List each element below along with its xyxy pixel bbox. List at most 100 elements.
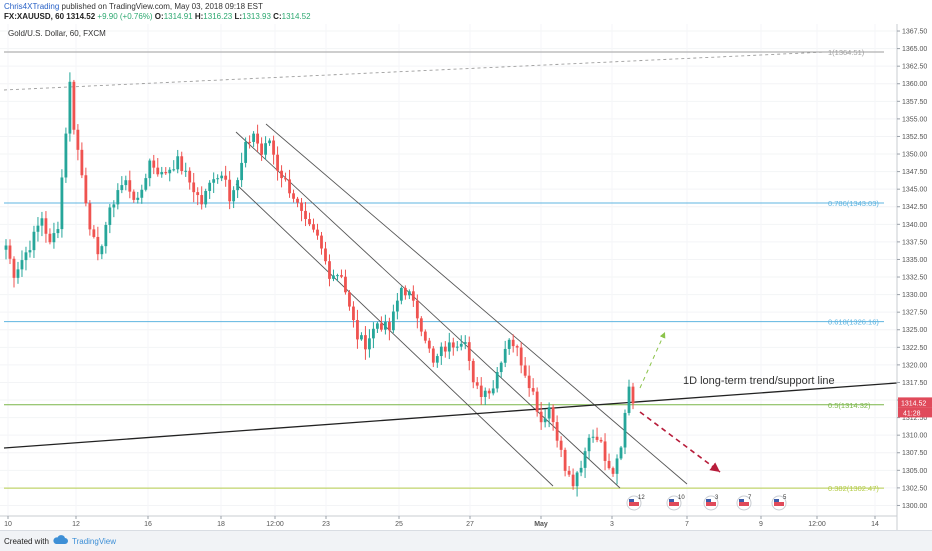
candle-body [411,291,415,301]
price-tick-label: 1360.00 [902,81,927,88]
time-tick-label: 18 [217,521,225,528]
candle-body [555,422,559,441]
candle-body [380,323,383,330]
time-tick-label: 23 [322,521,330,528]
candle-body [519,347,523,366]
candle-body [499,362,503,373]
price-tick-label: 1342.50 [902,204,927,211]
candle-body [527,375,531,389]
candle-body [340,275,343,277]
candle-body [224,175,228,180]
published-text: published on TradingView.com, May 03, 20… [61,2,263,11]
time-axis[interactable]: 10 12 16 18 12:00 23 25 27 May 3 7 9 12:00 14 [4,516,879,528]
event-marker[interactable]: 7 [736,495,752,511]
event-flag-stripe [774,502,784,506]
price-tick-label: 1350.00 [902,152,927,159]
candle-body [531,388,535,392]
channel-lower-line[interactable] [235,183,554,487]
candle-body [419,318,423,332]
countdown-tag: 41:28 [903,410,921,417]
low-value: 1313.93 [242,12,271,21]
candle-body [376,323,379,329]
event-flag-canton [629,499,634,502]
chart-area[interactable]: 1(1364.51) 0.786(1343.03) 0.618(1326.16) 0.… [0,24,932,530]
fib-retracement[interactable]: 1(1364.51) 0.786(1343.03) 0.618(1326.16) 0.… [4,48,884,493]
price-tick-label: 1340.00 [902,222,927,229]
event-marker[interactable]: 10 [666,495,685,511]
price-tick-label: 1317.50 [902,380,927,387]
candle-body [563,449,567,471]
channel-upper-line[interactable] [265,123,688,485]
candle-body [160,172,164,175]
event-flag-stripe [669,502,679,506]
bearish-projection-arrow[interactable] [639,411,721,473]
candle-body [112,204,116,208]
candle-body [32,231,36,251]
candle-body [579,467,583,473]
time-tick-label: 25 [395,521,403,528]
price-tick-label: 1310.00 [902,433,927,440]
event-count: 7 [748,495,752,501]
candle-body [4,245,8,250]
candle-body [140,189,144,198]
candle-body [248,141,252,143]
price-tick-label: 1362.50 [902,64,927,71]
event-marker[interactable]: 12 [626,495,645,511]
event-count: 5 [783,495,787,501]
candle-body [60,177,64,230]
fib-trend-dashed-line[interactable] [3,51,827,91]
tradingview-brand-link[interactable]: TradingView [72,537,117,546]
price-tick-label: 1357.50 [902,99,927,106]
price-chart[interactable]: 1(1364.51) 0.786(1343.03) 0.618(1326.16) 0.… [0,24,932,530]
tradingview-cloud-icon [53,535,68,544]
candle-body [296,198,299,203]
trend-annotation[interactable]: 1D long-term trend/support line [683,375,835,387]
candle-body [615,458,619,474]
fib-level-label: 0.382(1302.47) [828,484,879,493]
candle-body [116,190,120,205]
projection-arrows[interactable] [639,331,721,473]
candle-body [264,143,267,155]
price-tick-label: 1330.00 [902,292,927,299]
bullish-projection-arrow[interactable] [639,331,666,389]
event-flag-canton [669,499,674,502]
candle-body [336,275,339,277]
economic-events[interactable]: 12 10 3 7 5 [626,495,787,511]
time-tick-label: 10 [4,521,12,528]
candle-body [100,246,104,255]
candle-body [451,342,455,348]
candle-body [459,343,463,347]
candle-body [308,219,311,225]
price-axis[interactable]: 1367.50 1365.00 1362.50 1360.00 1357.50 1355.… [897,29,927,510]
candle-body [479,385,483,397]
candle-body [607,460,611,469]
candle-body [463,342,467,344]
low-label: L: [234,12,243,21]
candle-body [52,233,56,243]
time-tick-label: 12:00 [808,521,826,528]
candle-body [631,386,635,404]
fib-level-label: 1(1364.51) [828,48,865,57]
candle-body [547,407,551,419]
long-term-trend-support-line[interactable] [3,382,898,449]
price-tick-label: 1312.50 [902,415,927,422]
candle-body [427,340,431,349]
candle-body [312,224,315,230]
event-marker[interactable]: 3 [703,495,719,511]
candle-body [84,175,88,204]
candle-body [372,328,375,339]
candle-body [104,224,108,247]
last-price-tag-bg [898,397,932,408]
candle-body [20,260,24,270]
candle-body [467,342,471,361]
candle-body [108,207,112,225]
candle-body [407,291,411,296]
fib-level-label: 0.618(1326.16) [828,318,879,327]
candle-body [292,193,295,199]
close-value: 1314.52 [281,12,311,21]
candle-body [36,225,40,232]
author-link[interactable]: Chris4XTrading [4,2,60,11]
candle-body [623,412,627,448]
candle-body [212,179,216,183]
event-marker[interactable]: 5 [771,495,787,511]
